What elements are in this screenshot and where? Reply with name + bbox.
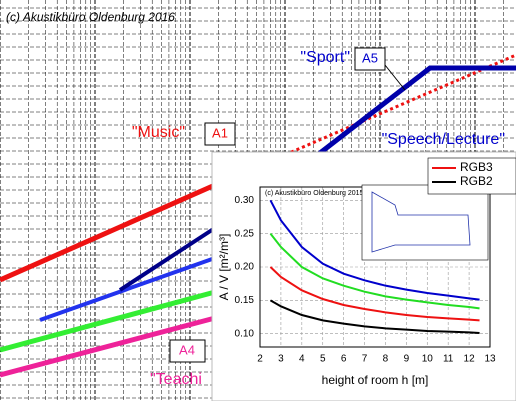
background-lines: [0, 53, 516, 378]
legend-label: RGB3: [460, 160, 493, 174]
x-tick-label: 12: [464, 354, 476, 365]
annotation: A4: [179, 342, 195, 357]
copyright: (c) Akustikbüro Oldenburg 2015: [265, 190, 364, 197]
x-tick-label: 6: [341, 354, 347, 365]
x-tick-label: 2: [257, 354, 263, 365]
mini-shape: [371, 191, 471, 253]
x-tick-label: 5: [320, 354, 326, 365]
x-tick-label: 3: [278, 354, 284, 365]
annotation: "Sport": [300, 49, 350, 66]
annotation-box: [169, 339, 206, 363]
x-tick-label: 9: [404, 354, 410, 365]
x-tick-label: 10: [422, 354, 434, 365]
bg-line: [0, 182, 217, 283]
annotation-pointer: [384, 64, 406, 91]
annotation: "Speech/Lecture": [382, 131, 505, 148]
mini-inset: [361, 184, 489, 261]
bg-line: [118, 226, 217, 292]
bg-line: [0, 315, 216, 378]
x-tick-label: 13: [484, 354, 496, 365]
legend-label: RGB2: [460, 174, 493, 188]
series-line: [269, 266, 480, 322]
series-line: [269, 299, 480, 334]
y-tick-label: 0.30: [235, 195, 255, 206]
series-line: [269, 199, 480, 301]
y-tick-label: 0.20: [235, 262, 255, 273]
x-tick-label: 4: [299, 354, 305, 365]
annotation-box: [204, 122, 236, 146]
x-tick-label: 8: [383, 354, 389, 365]
x-axis-label: height of room h [m]: [322, 373, 429, 387]
annotation-box: [354, 47, 386, 71]
bg-line: [0, 289, 216, 353]
x-tick-label: 11: [443, 354, 454, 365]
y-tick-label: 0.25: [235, 228, 255, 239]
legend-box: [427, 157, 516, 195]
annotation: "Music": [132, 124, 185, 141]
copyright: (c) Akustikbüro Oldenburg 2016: [6, 10, 175, 24]
annotation: A1: [212, 125, 228, 140]
y-axis-label: A / V [m²/m³]: [217, 234, 231, 301]
y-tick-label: 0.10: [235, 328, 255, 339]
bg-line: [39, 256, 216, 322]
x-tick-label: 7: [362, 354, 368, 365]
annotation: "Teachi: [150, 371, 202, 388]
bg-line: [283, 65, 516, 182]
bg-line: [279, 53, 516, 159]
inset-chart: 0.10 0.15 0.20 0.25 0.30 2 3 4 5 6 7 8 9 10 11 12 13 heig…: [217, 157, 516, 387]
y-tick-label: 0.15: [235, 295, 255, 306]
series-line: [269, 233, 480, 310]
annotation: A5: [362, 50, 378, 65]
